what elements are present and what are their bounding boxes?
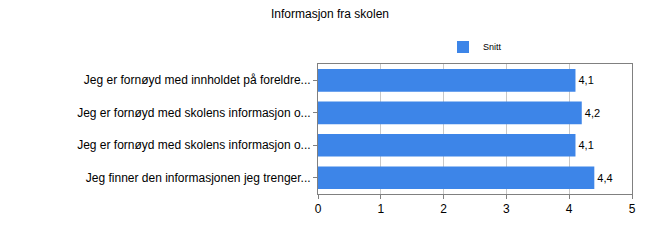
svg-text:Snitt: Snitt bbox=[483, 42, 502, 52]
svg-text:4,1: 4,1 bbox=[578, 139, 593, 151]
svg-text:0: 0 bbox=[315, 202, 322, 216]
svg-text:Informasjon fra skolen: Informasjon fra skolen bbox=[271, 7, 389, 21]
svg-text:Jeg finner den informasjonen j: Jeg finner den informasjonen jeg trenger… bbox=[86, 171, 311, 185]
svg-text:3: 3 bbox=[503, 202, 510, 216]
svg-text:4,2: 4,2 bbox=[585, 107, 600, 119]
svg-text:4,4: 4,4 bbox=[597, 172, 612, 184]
svg-text:2: 2 bbox=[440, 202, 447, 216]
svg-text:1: 1 bbox=[377, 202, 384, 216]
svg-text:Jeg er fornøyd med skolens inf: Jeg er fornøyd med skolens informasjon o… bbox=[77, 138, 310, 152]
svg-text:Jeg er fornøyd med innholdet p: Jeg er fornøyd med innholdet på foreldre… bbox=[84, 73, 311, 87]
svg-text:4: 4 bbox=[566, 202, 573, 216]
svg-text:4,1: 4,1 bbox=[578, 74, 593, 86]
svg-text:5: 5 bbox=[629, 202, 636, 216]
svg-text:Jeg er fornøyd med skolens inf: Jeg er fornøyd med skolens informasjon o… bbox=[77, 106, 310, 120]
